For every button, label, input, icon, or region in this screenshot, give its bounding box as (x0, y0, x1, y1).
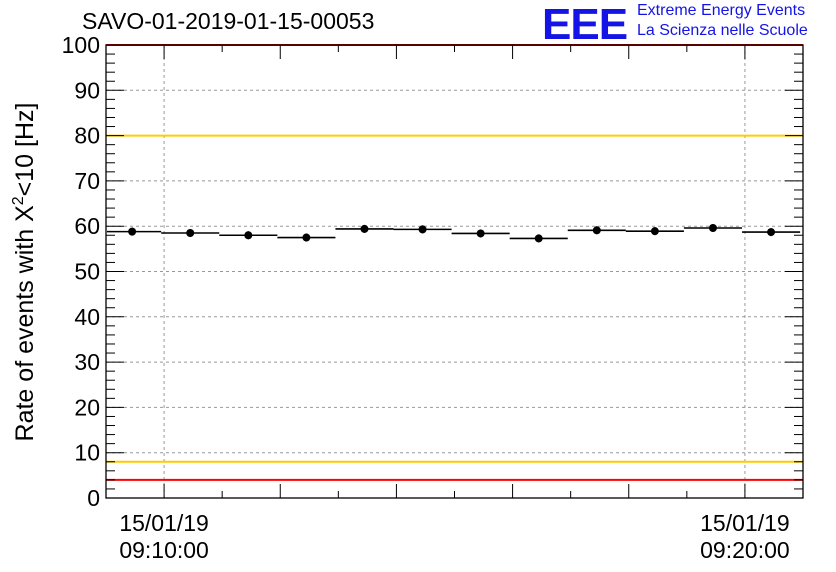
y-axis-label: Rate of events with X2<10 [Hz] (10, 103, 39, 442)
data-point (767, 228, 776, 237)
x-tick-time-label: 09:20:00 (700, 537, 790, 563)
data-point (650, 227, 659, 236)
data-point (708, 224, 717, 233)
eee-logo: EEE (542, 0, 628, 49)
y-tick-label: 0 (87, 485, 100, 511)
y-tick-label: 40 (74, 304, 100, 330)
org-name-line2: La Scienza nelle Scuole (637, 22, 808, 39)
data-series (107, 224, 801, 243)
x-tick-time-label: 09:10:00 (119, 537, 209, 563)
y-tick-label: 60 (74, 213, 100, 239)
y-tick-label: 10 (74, 440, 100, 466)
y-tick-label: 80 (74, 123, 100, 149)
data-point (418, 225, 427, 234)
y-tick-label: 90 (74, 77, 100, 103)
x-tick-date-label: 15/01/19 (700, 510, 790, 536)
x-tick-date-label: 15/01/19 (119, 510, 209, 536)
data-point (476, 229, 485, 238)
data-point (534, 234, 543, 243)
y-tick-label: 70 (74, 168, 100, 194)
data-point (302, 233, 311, 242)
reference-lines (106, 44, 803, 481)
data-point (128, 227, 137, 236)
data-point (592, 226, 601, 235)
chart-title: SAVO-01-2019-01-15-00053 (82, 8, 375, 34)
grid (106, 45, 803, 498)
y-tick-label: 50 (74, 259, 100, 285)
axes: 010203040506070809010015/01/1909:10:0015… (62, 32, 804, 563)
org-name-line1: Extreme Energy Events (637, 2, 806, 19)
y-tick-label: 20 (74, 394, 100, 420)
data-point (244, 231, 253, 240)
y-tick-label: 100 (62, 32, 100, 58)
data-point (186, 228, 195, 237)
data-point (360, 224, 369, 233)
y-tick-label: 30 (74, 349, 100, 375)
